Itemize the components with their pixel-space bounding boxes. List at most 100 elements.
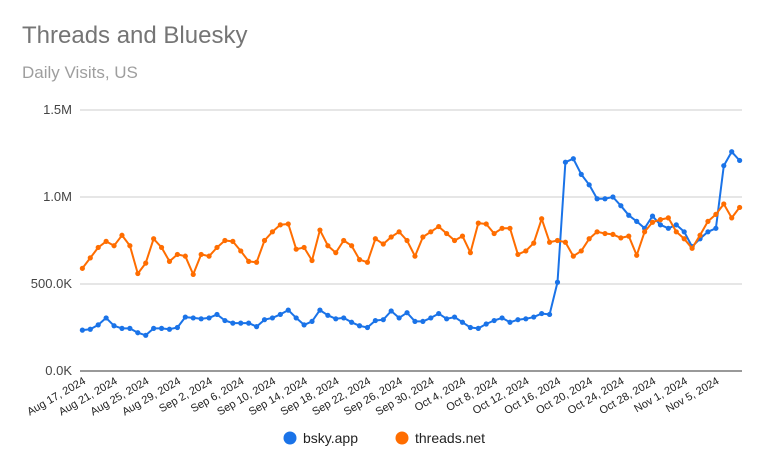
data-point bbox=[158, 244, 165, 251]
data-point bbox=[341, 315, 347, 321]
data-point bbox=[293, 246, 299, 252]
data-point bbox=[546, 239, 553, 245]
data-point bbox=[277, 222, 283, 228]
legend: bsky.app threads.net bbox=[283, 430, 485, 446]
data-point bbox=[428, 229, 434, 235]
data-point bbox=[515, 251, 521, 258]
data-point bbox=[697, 232, 703, 238]
data-point bbox=[301, 244, 307, 251]
data-point bbox=[681, 236, 687, 242]
data-point bbox=[404, 310, 410, 316]
data-point bbox=[87, 326, 93, 332]
data-point bbox=[111, 323, 117, 329]
data-point bbox=[103, 315, 109, 321]
data-point bbox=[151, 236, 157, 242]
data-point bbox=[95, 244, 101, 251]
data-point bbox=[451, 237, 458, 244]
data-point bbox=[253, 324, 260, 330]
data-point bbox=[356, 257, 363, 263]
data-point bbox=[301, 322, 307, 328]
data-point bbox=[341, 237, 347, 244]
data-point bbox=[372, 317, 378, 324]
data-point bbox=[665, 215, 671, 221]
data-point bbox=[451, 314, 458, 320]
data-point bbox=[467, 250, 473, 256]
y-tick-label: 500.0K bbox=[31, 276, 73, 291]
data-point bbox=[483, 221, 489, 227]
data-point bbox=[729, 215, 735, 221]
data-point bbox=[253, 259, 260, 265]
data-point bbox=[554, 279, 561, 285]
data-point bbox=[87, 255, 93, 261]
data-point bbox=[143, 332, 149, 338]
data-point bbox=[79, 265, 85, 271]
data-point bbox=[269, 229, 276, 235]
data-point bbox=[578, 248, 584, 254]
data-point bbox=[412, 253, 418, 259]
data-point bbox=[285, 307, 291, 313]
data-point bbox=[182, 253, 188, 259]
data-point bbox=[602, 196, 608, 202]
data-point bbox=[594, 229, 600, 235]
data-point bbox=[539, 216, 545, 222]
data-point bbox=[103, 238, 109, 244]
data-point bbox=[483, 321, 489, 327]
data-point bbox=[325, 243, 331, 249]
data-point bbox=[594, 196, 600, 202]
data-point bbox=[721, 163, 727, 169]
data-point bbox=[673, 229, 679, 235]
data-point bbox=[737, 204, 743, 211]
data-point bbox=[546, 311, 553, 318]
chart-title: Threads and Bluesky bbox=[22, 22, 248, 49]
data-point bbox=[206, 315, 212, 321]
data-point bbox=[618, 235, 624, 241]
data-point bbox=[317, 307, 323, 313]
series-lines bbox=[79, 149, 743, 338]
data-point bbox=[705, 229, 711, 235]
data-point bbox=[444, 316, 450, 322]
data-point bbox=[364, 259, 371, 265]
data-point bbox=[309, 318, 315, 325]
data-point bbox=[222, 317, 228, 324]
data-point bbox=[634, 252, 640, 258]
data-point bbox=[214, 244, 220, 251]
data-point bbox=[523, 248, 529, 254]
legend-marker bbox=[395, 431, 409, 445]
data-point bbox=[380, 241, 386, 247]
data-point bbox=[246, 258, 252, 264]
data-point bbox=[182, 314, 188, 320]
data-point bbox=[721, 201, 727, 207]
data-point bbox=[135, 270, 141, 277]
data-point bbox=[539, 310, 545, 317]
data-point bbox=[127, 243, 133, 249]
data-point bbox=[143, 260, 149, 266]
data-point bbox=[261, 317, 268, 323]
data-point bbox=[238, 248, 244, 254]
data-point bbox=[151, 325, 157, 331]
data-point bbox=[95, 322, 101, 328]
data-point bbox=[404, 237, 410, 244]
data-point bbox=[246, 320, 252, 326]
data-point bbox=[79, 327, 85, 333]
data-point bbox=[285, 221, 291, 227]
data-point bbox=[507, 225, 513, 231]
legend-label: bsky.app bbox=[303, 430, 358, 446]
data-point bbox=[491, 230, 497, 237]
data-point bbox=[649, 213, 656, 219]
data-point bbox=[135, 330, 141, 336]
data-point bbox=[649, 219, 656, 225]
data-point bbox=[713, 225, 719, 231]
data-point bbox=[333, 250, 339, 256]
series-line bbox=[81, 203, 741, 276]
data-point bbox=[293, 315, 299, 321]
data-point bbox=[119, 325, 125, 331]
data-point bbox=[499, 225, 505, 231]
data-point bbox=[673, 222, 679, 228]
data-point bbox=[491, 317, 497, 324]
y-tick-label: 0.0K bbox=[45, 363, 72, 378]
data-point bbox=[523, 316, 529, 322]
data-point bbox=[681, 229, 687, 235]
data-point bbox=[230, 238, 236, 244]
data-point bbox=[499, 315, 505, 321]
data-point bbox=[349, 243, 355, 249]
